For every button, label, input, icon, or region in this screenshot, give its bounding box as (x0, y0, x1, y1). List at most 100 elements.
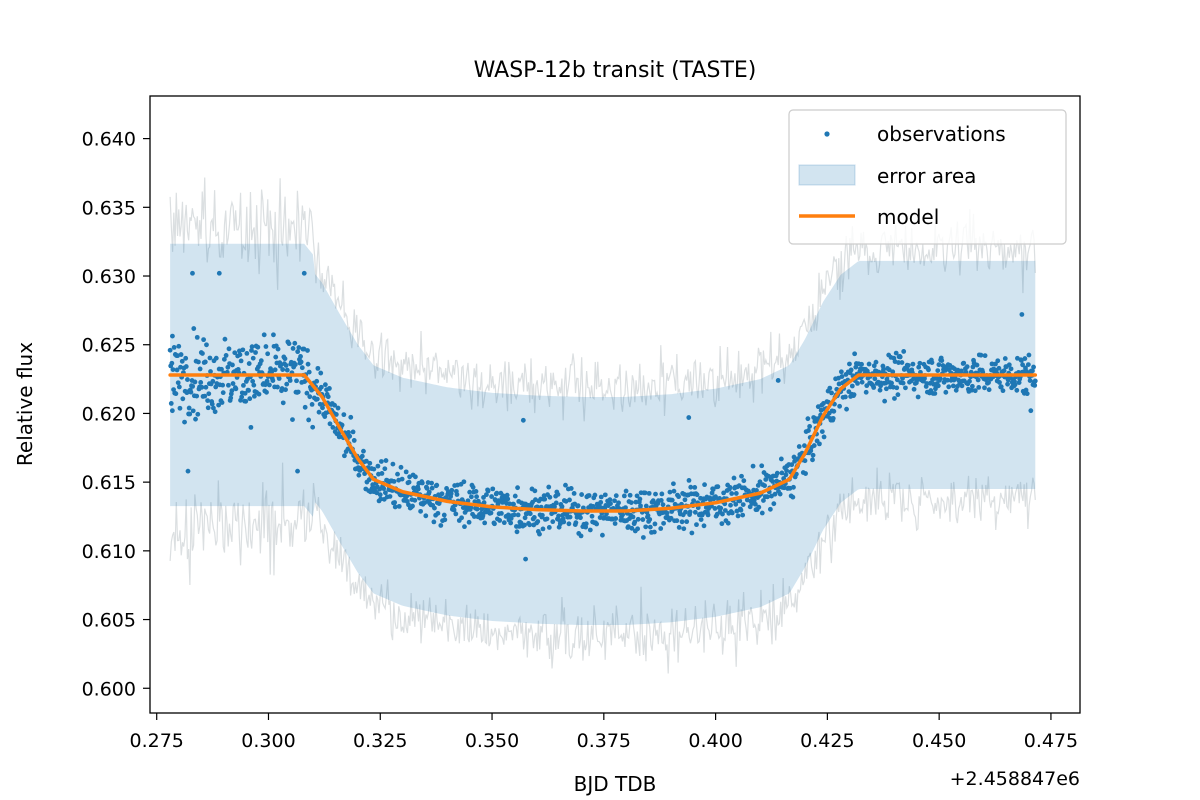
observation-point (474, 506, 480, 512)
observation-point (318, 370, 324, 376)
observation-point (896, 360, 901, 365)
observation-point (432, 505, 437, 511)
observation-point (271, 332, 276, 338)
observation-point (589, 513, 595, 519)
observation-point (170, 333, 175, 339)
observation-point (729, 491, 735, 496)
observation-point (945, 377, 950, 383)
observation-point (202, 359, 208, 365)
observation-point (964, 364, 970, 370)
observation-point (791, 454, 797, 460)
observation-point (226, 346, 232, 352)
observation-point (986, 380, 991, 385)
observation-point (429, 485, 435, 491)
observation-point (522, 522, 527, 528)
observation-point (1000, 388, 1006, 394)
x-tick-label: 0.350 (465, 730, 519, 752)
observation-point (480, 513, 486, 519)
observation-point (727, 484, 733, 490)
observation-point (479, 506, 485, 512)
observation-point (892, 396, 897, 401)
observation-point (522, 515, 528, 521)
observation-point (320, 405, 325, 411)
observation-point (689, 530, 695, 536)
observation-point (642, 490, 648, 496)
observation-point (470, 484, 476, 490)
observation-point (692, 485, 698, 490)
observation-point (209, 401, 215, 407)
observation-point (1006, 362, 1012, 368)
model-line (168, 373, 1038, 513)
observation-point (805, 416, 811, 422)
observation-point (972, 388, 978, 394)
observation-point (754, 488, 759, 493)
observation-point (537, 531, 542, 537)
observation-point (1019, 312, 1025, 317)
observation-point (859, 379, 865, 385)
observation-point (629, 525, 635, 531)
observation-point (555, 491, 561, 497)
observation-point (237, 352, 243, 358)
observation-point (336, 434, 342, 440)
legend-error-area-label: error area (877, 164, 976, 188)
observation-point (803, 471, 808, 476)
observation-point (705, 512, 711, 518)
observation-point (1026, 352, 1032, 358)
observation-point (190, 408, 196, 414)
observation-point (1020, 362, 1025, 368)
observation-point (205, 405, 211, 411)
observation-point (542, 496, 548, 502)
observation-point (886, 367, 892, 373)
observation-point (200, 351, 205, 356)
observation-point (616, 500, 621, 506)
observation-point (1012, 382, 1018, 388)
observation-point (970, 364, 976, 370)
observation-point (233, 386, 239, 392)
observation-point (712, 506, 718, 511)
observation-point (871, 363, 877, 369)
observation-point (527, 511, 533, 517)
observation-point (471, 514, 477, 519)
observation-point (474, 494, 479, 500)
observation-point (894, 385, 900, 391)
observation-point (751, 498, 757, 503)
observation-point (280, 400, 286, 406)
observation-point (817, 441, 822, 447)
observation-point (1031, 364, 1036, 370)
y-axis-ticks: 0.600 0.605 0.610 0.615 0.620 0.625 0.630 0.635… (82, 129, 150, 700)
observation-point (431, 519, 437, 525)
observation-point (210, 378, 216, 384)
observation-point (646, 490, 652, 496)
observation-point (559, 504, 565, 510)
observation-point (383, 490, 388, 496)
observation-point (894, 377, 900, 383)
observation-point (946, 367, 952, 373)
observation-point (485, 488, 491, 494)
observation-point (492, 521, 497, 527)
error-area-band (170, 243, 1036, 626)
observation-point (847, 361, 852, 367)
observation-point (722, 508, 728, 513)
observation-point (347, 433, 353, 439)
observation-point (658, 526, 664, 531)
observation-point (292, 340, 298, 346)
observation-point (301, 270, 307, 276)
observation-point (647, 517, 653, 522)
observation-point (188, 389, 194, 395)
observation-point (725, 520, 731, 526)
observation-point (197, 366, 203, 372)
observation-point (872, 376, 878, 382)
observation-point (900, 375, 905, 381)
observation-point (466, 519, 472, 525)
observation-point (298, 354, 303, 359)
observation-point (1028, 408, 1034, 414)
observation-point (211, 405, 216, 411)
observation-point (550, 519, 556, 525)
observation-point (659, 491, 665, 497)
observation-point (566, 521, 572, 527)
observation-point (982, 385, 987, 391)
observation-point (469, 494, 474, 500)
observation-point (658, 498, 664, 503)
observation-point (544, 516, 550, 522)
observation-point (468, 505, 474, 510)
